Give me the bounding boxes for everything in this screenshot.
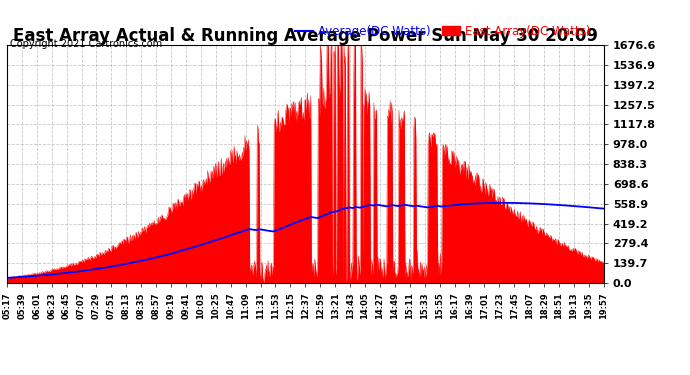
Title: East Array Actual & Running Average Power Sun May 30 20:09: East Array Actual & Running Average Powe… [13, 27, 598, 45]
Text: Copyright 2021 Cartronics.com: Copyright 2021 Cartronics.com [10, 39, 162, 50]
Legend: Average(DC Watts), East Array(DC Watts): Average(DC Watts), East Array(DC Watts) [290, 20, 595, 42]
